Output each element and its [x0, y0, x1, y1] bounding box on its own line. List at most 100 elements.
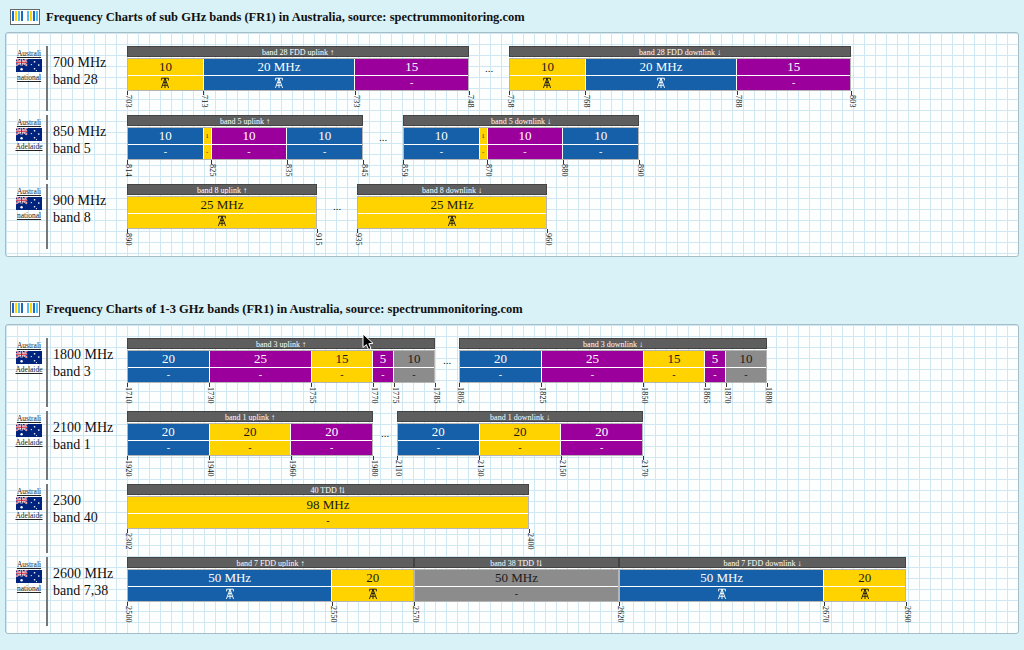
segment-operator-cell: -: [398, 440, 479, 455]
antenna-icon: [447, 215, 457, 227]
segment-bandwidth-label: 20: [460, 351, 541, 367]
band-group: band 3 downlink ↓20-25-15-5-10-180518251…: [459, 338, 767, 407]
antenna-icon: [274, 77, 284, 89]
tick-row: 23022400: [127, 529, 529, 553]
region-link-bottom[interactable]: national: [12, 584, 46, 593]
segment-bandwidth-label: 15: [644, 351, 704, 367]
segment-operator-cell: -: [210, 440, 291, 455]
spectrum-segment: 20-: [128, 351, 209, 382]
panel-box: AustraliAdelaide1800 MHzband 3band 3 upl…: [5, 324, 1019, 634]
band-name-line1: 2600 MHz: [53, 565, 127, 582]
region-link-bottom[interactable]: national: [12, 73, 46, 82]
panel-2: Frequency Charts of 1-3 GHz bands (FR1) …: [5, 257, 1019, 634]
band-group: band 38 TDD ⇅50 MHz-2570: [414, 557, 619, 626]
tick-label: 1785: [432, 387, 440, 404]
segment-operator-cell: -: [394, 367, 434, 382]
tick: 1785: [432, 383, 440, 404]
segment-operator-cell: [128, 75, 203, 90]
band-blocks: 20-25-15-5-10-: [459, 350, 767, 383]
segment-bandwidth-label: 10: [128, 128, 203, 144]
spectrum-segment: 20-: [210, 424, 291, 455]
region-link-top[interactable]: Australi: [12, 187, 46, 196]
tick-label: 1880: [764, 387, 772, 404]
logo-stripe: [24, 11, 26, 21]
band-group-header: band 7 FDD uplink ↑: [127, 557, 414, 568]
page-root: Frequency Charts of sub GHz bands (FR1) …: [0, 0, 1024, 634]
band-row: AustraliAdelaide1800 MHzband 3band 3 upl…: [12, 338, 1012, 407]
band-name-line1: 1800 MHz: [53, 346, 127, 363]
band-group: band 8 downlink ↓25 MHz935960: [357, 184, 547, 249]
segment-bandwidth-label: 25: [210, 351, 311, 367]
spectrum-segment: 98 MHz-: [128, 497, 528, 528]
band-group-header: band 8 uplink ↑: [127, 184, 317, 195]
tick-row: 859870880890: [403, 160, 639, 180]
band-chart: band 28 FDD uplink ↑1020 MHz15-703713733…: [127, 46, 1012, 111]
tick: 2400: [526, 529, 534, 550]
band-row: AustraliAdelaide2300band 4040 TDD ⇅98 MH…: [12, 484, 1012, 553]
tick-row: 2110213021502170: [397, 456, 643, 480]
region-link-bottom[interactable]: national: [12, 211, 46, 220]
spectrum-segment: 50 MHz: [128, 570, 331, 601]
tick: 935: [354, 229, 362, 246]
spectrum-segment: 25-: [210, 351, 311, 382]
band-name: 2100 MHzband 1: [46, 411, 127, 480]
tick-label: 814: [124, 164, 132, 177]
band-group: band 28 FDD downlink ↓1020 MHz15-7587687…: [509, 46, 851, 111]
region-link-bottom[interactable]: Adelaide: [12, 438, 46, 447]
logo-stripe: [30, 11, 32, 21]
region-link-top[interactable]: Australi: [12, 560, 46, 569]
spectrum-segment: 10-: [726, 351, 766, 382]
tick-label: 733: [352, 95, 360, 108]
tick-label: 1770: [370, 387, 378, 404]
region-link-top[interactable]: Australi: [12, 341, 46, 350]
spectrum-segment: 15-: [355, 59, 468, 90]
tick: 2130: [476, 456, 484, 477]
band-blocks: 25 MHz: [127, 196, 317, 229]
region-link-top[interactable]: Australi: [12, 487, 46, 496]
segment-bandwidth-label: 20 MHz: [586, 59, 737, 75]
antenna-icon: [225, 588, 235, 600]
tick: 1980: [370, 456, 378, 477]
tick-label: 859: [400, 164, 408, 177]
region-link-bottom[interactable]: Adelaide: [12, 142, 46, 151]
band-name-line2: band 1: [53, 436, 127, 453]
tick: 703: [124, 91, 132, 108]
segment-bandwidth-label: 15: [312, 351, 372, 367]
segment-operator-cell: [128, 213, 316, 228]
band-name: 2300band 40: [46, 484, 127, 553]
tick-row: 890915: [127, 229, 317, 249]
tick: 1775: [391, 383, 399, 404]
band-group: band 28 FDD uplink ↑1020 MHz15-703713733…: [127, 46, 469, 111]
tick: 2690: [903, 602, 911, 623]
segment-operator-cell: -: [355, 75, 468, 90]
tick: 1940: [206, 456, 214, 477]
tick-row: 935960: [357, 229, 547, 249]
segment-bandwidth-label: 25 MHz: [358, 197, 546, 213]
region-link-top[interactable]: Australi: [12, 414, 46, 423]
segment-bandwidth-label: 10: [394, 351, 434, 367]
region-link-top[interactable]: Australi: [12, 49, 46, 58]
antenna-icon: [217, 215, 227, 227]
segment-bandwidth-label: 10: [212, 128, 287, 144]
region-link-bottom[interactable]: Adelaide: [12, 365, 46, 374]
spectrum-segment: 20-: [561, 424, 642, 455]
band-name-line2: band 40: [53, 509, 127, 526]
tick: 803: [848, 91, 856, 108]
tick: 880: [560, 160, 568, 177]
segment-operator-cell: [204, 75, 355, 90]
tick-label: 713: [200, 95, 208, 108]
band-row: Australinational2600 MHzband 7,38band 7 …: [12, 557, 1012, 626]
segment-bandwidth-label: 5: [373, 351, 393, 367]
segment-operator-cell: [128, 586, 331, 601]
tick-label: 803: [848, 95, 856, 108]
region-link-top[interactable]: Australi: [12, 118, 46, 127]
tick-label: 1980: [370, 460, 378, 477]
australia-flag-icon: [16, 197, 42, 210]
region-link-bottom[interactable]: Adelaide: [12, 511, 46, 520]
spectrum-segment: 20-: [480, 424, 561, 455]
tick-label: 835: [284, 164, 292, 177]
tick-label: 2302: [124, 533, 132, 550]
band-name-line1: 850 MHz: [53, 123, 127, 140]
segment-operator-cell: -: [460, 367, 541, 382]
segment-bandwidth-label: 20: [128, 424, 209, 440]
